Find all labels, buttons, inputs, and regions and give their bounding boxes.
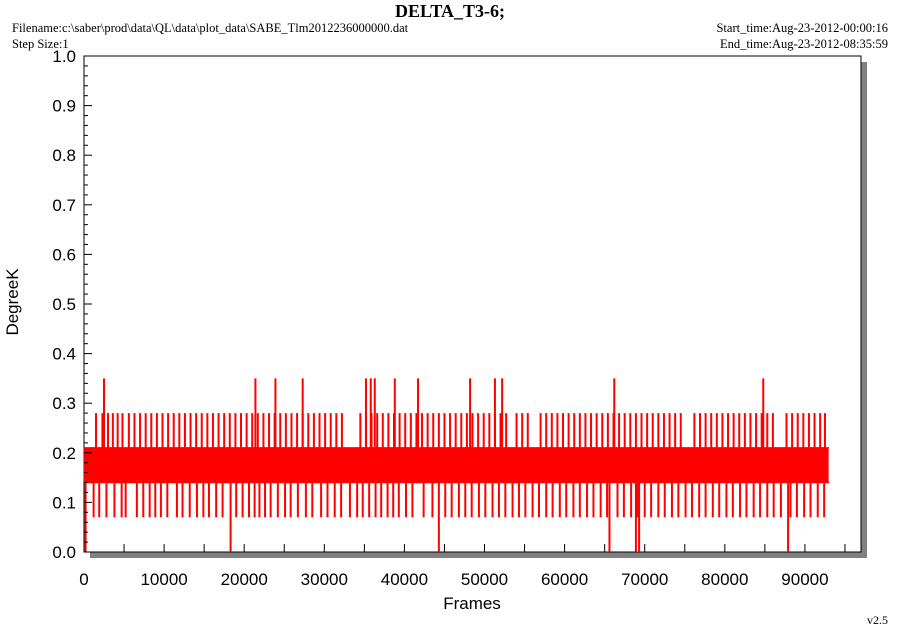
start-time-label: Start_time:Aug-23-2012-00:00:16: [716, 21, 888, 35]
x-tick-label: 10000: [140, 570, 187, 589]
y-tick-label: 0.1: [52, 493, 76, 512]
y-tick-label: 0.4: [52, 345, 76, 364]
filename-label: Filename:c:\saber\prod\data\QL\data\plot…: [12, 21, 409, 35]
y-tick-label: 0.5: [52, 295, 76, 314]
series-band: [83, 447, 829, 483]
x-tick-label: 50000: [461, 570, 508, 589]
end-time-label: End_time:Aug-23-2012-08:35:59: [719, 37, 888, 51]
x-tick-label: 80000: [701, 570, 748, 589]
y-tick-label: 0.7: [52, 196, 76, 215]
y-axis-label: DegreeK: [3, 268, 22, 336]
step-size-label: Step Size:1: [12, 37, 69, 51]
y-tick-label: 0.0: [52, 543, 76, 562]
x-tick-label: 90000: [781, 570, 828, 589]
y-tick-label: 0.9: [52, 97, 76, 116]
x-tick-label: 40000: [381, 570, 428, 589]
chart-title: DELTA_T3-6;: [394, 1, 506, 21]
x-axis-label: Frames: [443, 594, 501, 613]
y-tick-label: 0.8: [52, 146, 76, 165]
y-tick-label: 1.0: [52, 47, 76, 66]
axis-group: 0.0 0.1 0.2 0.3 0.4 0.5 0.6 0.7 0.8 0.9 1.0 0 10000 2…: [52, 47, 846, 589]
x-tick-label: 70000: [621, 570, 668, 589]
y-tick-label: 0.3: [52, 394, 76, 413]
x-tick-label: 30000: [301, 570, 348, 589]
x-tick-label: 60000: [541, 570, 588, 589]
series-group: [83, 378, 829, 552]
y-tick-label: 0.2: [52, 444, 76, 463]
y-tick-label: 0.6: [52, 245, 76, 264]
x-tick-label: 20000: [221, 570, 268, 589]
x-tick-label: 0: [79, 570, 88, 589]
version-label: v2.5: [867, 613, 888, 627]
